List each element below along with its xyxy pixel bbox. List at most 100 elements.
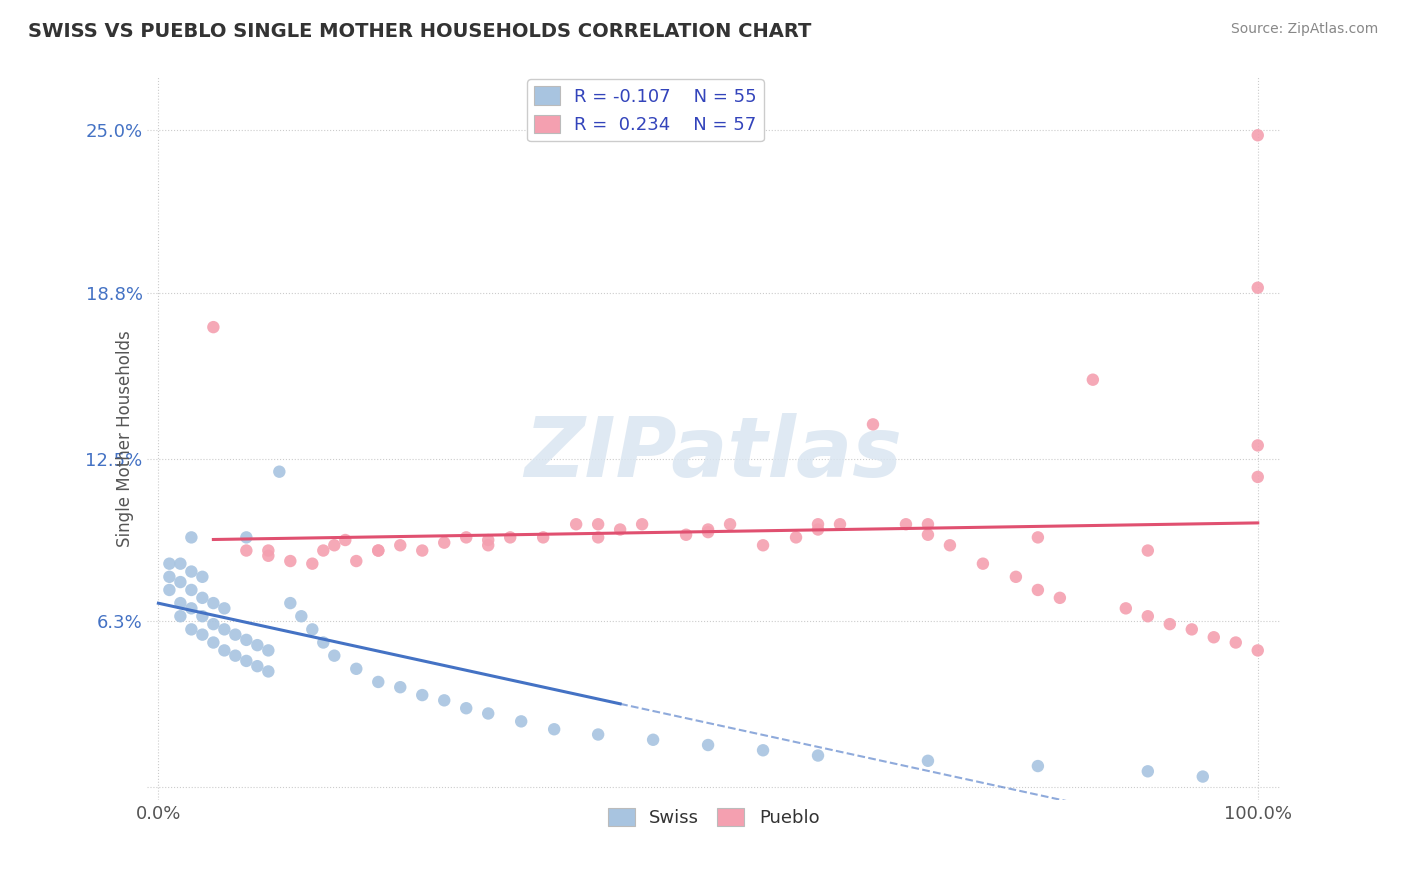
Point [609,523,631,537]
Point [257,549,280,563]
Point [510,714,533,729]
Point [180,582,202,597]
Point [169,557,191,571]
Point [1026,530,1049,544]
Point [344,662,367,676]
Point [411,688,433,702]
Point [1202,630,1225,644]
Point [1136,543,1159,558]
Point [180,530,202,544]
Point [202,320,225,334]
Point [169,609,191,624]
Text: ZIPatlas: ZIPatlas [524,413,903,494]
Point [367,543,389,558]
Point [214,643,236,657]
Point [1247,470,1270,484]
Text: Source: ZipAtlas.com: Source: ZipAtlas.com [1230,22,1378,37]
Point [1159,617,1181,632]
Point [807,523,830,537]
Point [752,743,775,757]
Point [565,517,588,532]
Point [202,596,225,610]
Point [246,638,269,652]
Point [257,643,280,657]
Point [367,675,389,690]
Point [335,533,357,547]
Point [862,417,884,432]
Point [235,543,257,558]
Point [312,543,335,558]
Point [586,530,609,544]
Point [224,627,246,641]
Point [269,465,291,479]
Point [543,723,565,737]
Point [214,623,236,637]
Point [1247,128,1270,143]
Point [499,530,522,544]
Point [323,648,346,663]
Point [257,665,280,679]
Point [180,623,202,637]
Point [697,738,720,752]
Point [323,538,346,552]
Point [477,533,499,547]
Point [1049,591,1071,605]
Point [1247,281,1270,295]
Point [202,617,225,632]
Point [1026,759,1049,773]
Point [224,648,246,663]
Point [191,609,214,624]
Point [157,570,180,584]
Point [157,557,180,571]
Point [235,654,257,668]
Point [180,565,202,579]
Point [433,693,456,707]
Point [675,528,697,542]
Point [477,538,499,552]
Point [344,554,367,568]
Point [1247,643,1270,657]
Point [235,530,257,544]
Point [697,525,720,540]
Point [586,727,609,741]
Point [312,635,335,649]
Point [807,517,830,532]
Point [752,538,775,552]
Point [169,575,191,590]
Point [477,706,499,721]
Point [278,596,301,610]
Point [828,517,851,532]
Point [246,659,269,673]
Point [389,680,412,694]
Point [257,543,280,558]
Point [290,609,312,624]
Point [301,623,323,637]
Point [785,530,807,544]
Point [643,732,665,747]
Point [214,601,236,615]
Point [697,523,720,537]
Point [917,517,939,532]
Point [456,701,478,715]
Point [411,543,433,558]
Point [972,557,994,571]
Point [367,543,389,558]
Point [235,632,257,647]
Point [531,530,554,544]
Point [1181,623,1204,637]
Legend: Swiss, Pueblo: Swiss, Pueblo [600,801,827,835]
Point [202,635,225,649]
Point [1026,582,1049,597]
Point [1136,609,1159,624]
Point [807,748,830,763]
Point [1247,438,1270,452]
Point [191,591,214,605]
Point [389,538,412,552]
Point [433,535,456,549]
Point [191,570,214,584]
Point [278,554,301,568]
Point [1136,764,1159,779]
Point [1191,770,1213,784]
Point [169,596,191,610]
Point [157,582,180,597]
